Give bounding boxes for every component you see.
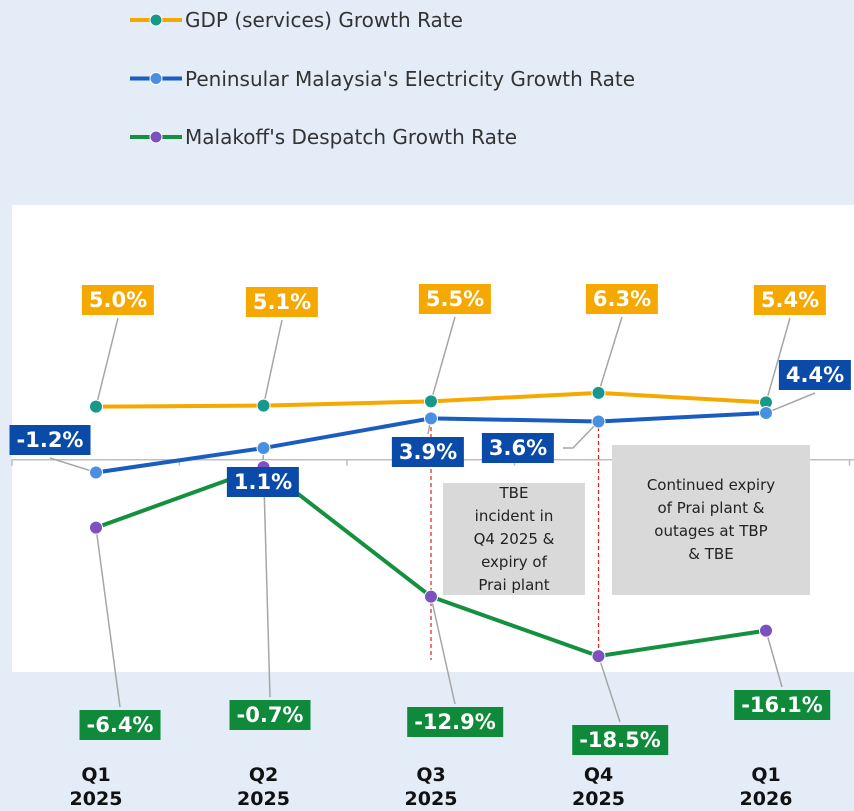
data-label: 5.5% bbox=[418, 284, 492, 314]
marker bbox=[424, 589, 438, 604]
leader-line bbox=[597, 316, 623, 394]
leader-line bbox=[765, 392, 816, 414]
data-label: -18.5% bbox=[572, 725, 668, 755]
data-label: -16.1% bbox=[734, 690, 830, 720]
data-label: 3.9% bbox=[391, 437, 465, 467]
data-label: -12.9% bbox=[407, 707, 503, 737]
marker bbox=[89, 520, 103, 535]
annotation: TBE incident in Q4 2025 & expiry of Prai… bbox=[443, 483, 585, 595]
legend-marker bbox=[149, 13, 163, 27]
legend-label: Peninsular Malaysia's Electricity Growth… bbox=[185, 66, 636, 91]
leader-line bbox=[262, 319, 283, 406]
leader-line bbox=[49, 457, 97, 474]
marker bbox=[424, 411, 438, 426]
x-tick-label: Q2 2025 bbox=[237, 764, 290, 810]
leader-line bbox=[765, 317, 791, 403]
marker bbox=[591, 385, 606, 400]
legend-marker bbox=[149, 130, 163, 144]
leader-line bbox=[430, 316, 456, 402]
data-label: 1.1% bbox=[226, 467, 300, 497]
legend-marker bbox=[149, 72, 163, 85]
data-label: -6.4% bbox=[79, 710, 161, 740]
marker bbox=[424, 394, 438, 409]
leader-line bbox=[430, 596, 456, 705]
marker bbox=[759, 406, 773, 421]
x-tick-label: Q4 2025 bbox=[572, 764, 625, 810]
leader-line bbox=[563, 420, 600, 449]
data-label: -0.7% bbox=[229, 700, 311, 730]
marker bbox=[89, 399, 103, 414]
leader-line bbox=[95, 527, 121, 708]
marker bbox=[256, 398, 271, 413]
marker bbox=[256, 441, 271, 456]
marker bbox=[759, 623, 773, 638]
data-label: 6.3% bbox=[585, 284, 659, 314]
marker bbox=[591, 649, 606, 664]
data-label: 3.6% bbox=[481, 433, 555, 463]
marker bbox=[591, 414, 606, 429]
leader-line bbox=[765, 630, 783, 688]
data-label: 5.4% bbox=[753, 285, 827, 315]
data-label: 4.4% bbox=[778, 360, 852, 390]
marker bbox=[89, 465, 103, 480]
data-label: 5.1% bbox=[245, 287, 319, 317]
annotation: Continued expiry of Prai plant & outages… bbox=[612, 445, 810, 595]
leader-line bbox=[95, 317, 119, 407]
leader-line bbox=[597, 655, 621, 723]
data-label: 5.0% bbox=[81, 285, 155, 315]
legend-label: GDP (services) Growth Rate bbox=[185, 8, 463, 32]
data-label: -1.2% bbox=[9, 425, 91, 455]
x-tick-label: Q1 2025 bbox=[69, 764, 123, 810]
leader-line bbox=[262, 467, 271, 698]
x-tick-label: Q1 2026 bbox=[739, 764, 793, 810]
x-tick-label: Q3 2025 bbox=[404, 764, 458, 810]
legend-label: Malakoff's Despatch Growth Rate bbox=[185, 125, 518, 149]
